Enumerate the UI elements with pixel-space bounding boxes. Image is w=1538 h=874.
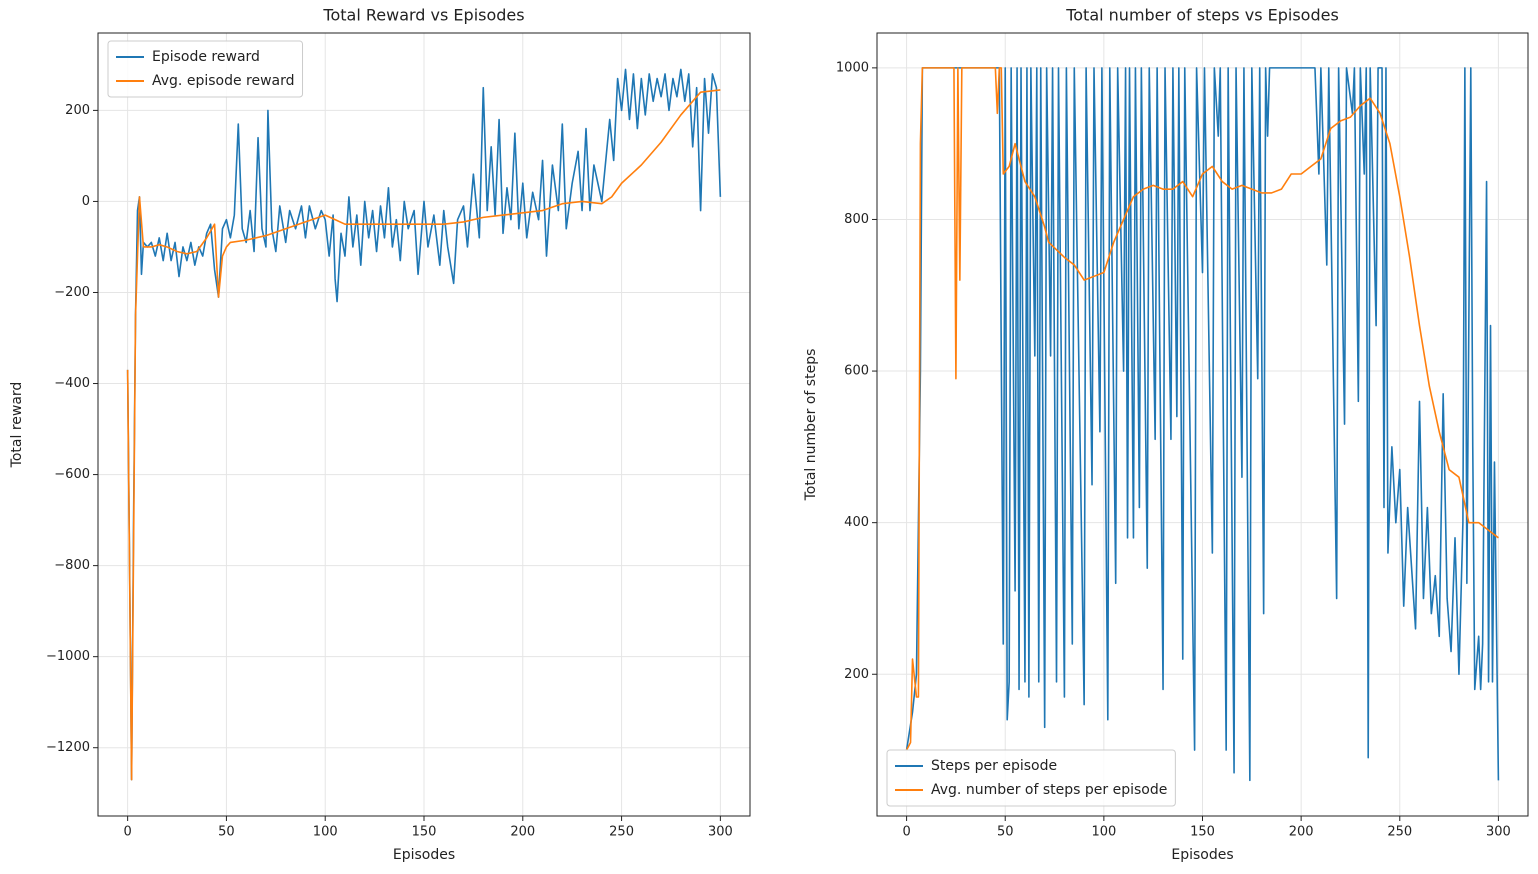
y-tick-label: 600	[844, 364, 869, 379]
data-line	[905, 67, 1500, 782]
x-tick-label: 300	[1486, 825, 1511, 840]
legend-label: Steps per episode	[931, 758, 1057, 774]
x-tick-label: 50	[997, 825, 1014, 840]
y-tick-label: 800	[844, 212, 869, 227]
y-tick-label: −1000	[46, 649, 90, 664]
x-tick-label: 200	[510, 825, 535, 840]
y-axis-label: Total number of steps	[803, 349, 819, 502]
y-tick-label: −1200	[46, 740, 90, 755]
x-tick-label: 300	[708, 825, 733, 840]
x-tick-label: 100	[313, 825, 338, 840]
x-tick-label: 250	[609, 825, 634, 840]
data-line	[905, 67, 1499, 751]
x-tick-label: 250	[1387, 825, 1412, 840]
y-axis-label: Total reward	[9, 382, 25, 469]
y-tick-label: −800	[54, 558, 90, 573]
y-tick-label: 200	[65, 103, 90, 118]
x-tick-label: 100	[1091, 825, 1116, 840]
x-tick-label: 150	[1190, 825, 1215, 840]
x-tick-label: 0	[123, 825, 131, 840]
legend-box	[886, 749, 1176, 807]
x-axis-label: Episodes	[1171, 847, 1233, 863]
axes-frame	[876, 32, 1529, 817]
y-tick-label: 1000	[836, 60, 869, 75]
chart-title: Total Reward vs Episodes	[322, 6, 524, 25]
legend: Episode reward Avg. episode reward	[107, 40, 304, 98]
axes-frame	[97, 32, 751, 817]
data-line	[126, 89, 721, 781]
x-tick-label: 0	[902, 825, 910, 840]
y-tick-label: 200	[844, 667, 869, 682]
legend-label: Episode reward	[152, 49, 260, 65]
legend-box	[107, 40, 304, 98]
y-tick-label: −200	[54, 285, 90, 300]
legend: Steps per episode Avg. number of steps pe…	[886, 749, 1176, 807]
y-tick-label: −400	[54, 376, 90, 391]
chart-title: Total number of steps vs Episodes	[1065, 6, 1339, 25]
y-tick-label: −600	[54, 467, 90, 482]
y-tick-label: 0	[82, 194, 90, 209]
x-tick-label: 150	[412, 825, 437, 840]
x-axis-label: Episodes	[393, 847, 455, 863]
legend-label: Avg. number of steps per episode	[931, 782, 1167, 798]
legend-label: Avg. episode reward	[152, 73, 295, 89]
x-tick-label: 50	[218, 825, 235, 840]
data-line	[126, 68, 722, 781]
x-tick-label: 200	[1289, 825, 1314, 840]
y-tick-label: 400	[844, 515, 869, 530]
